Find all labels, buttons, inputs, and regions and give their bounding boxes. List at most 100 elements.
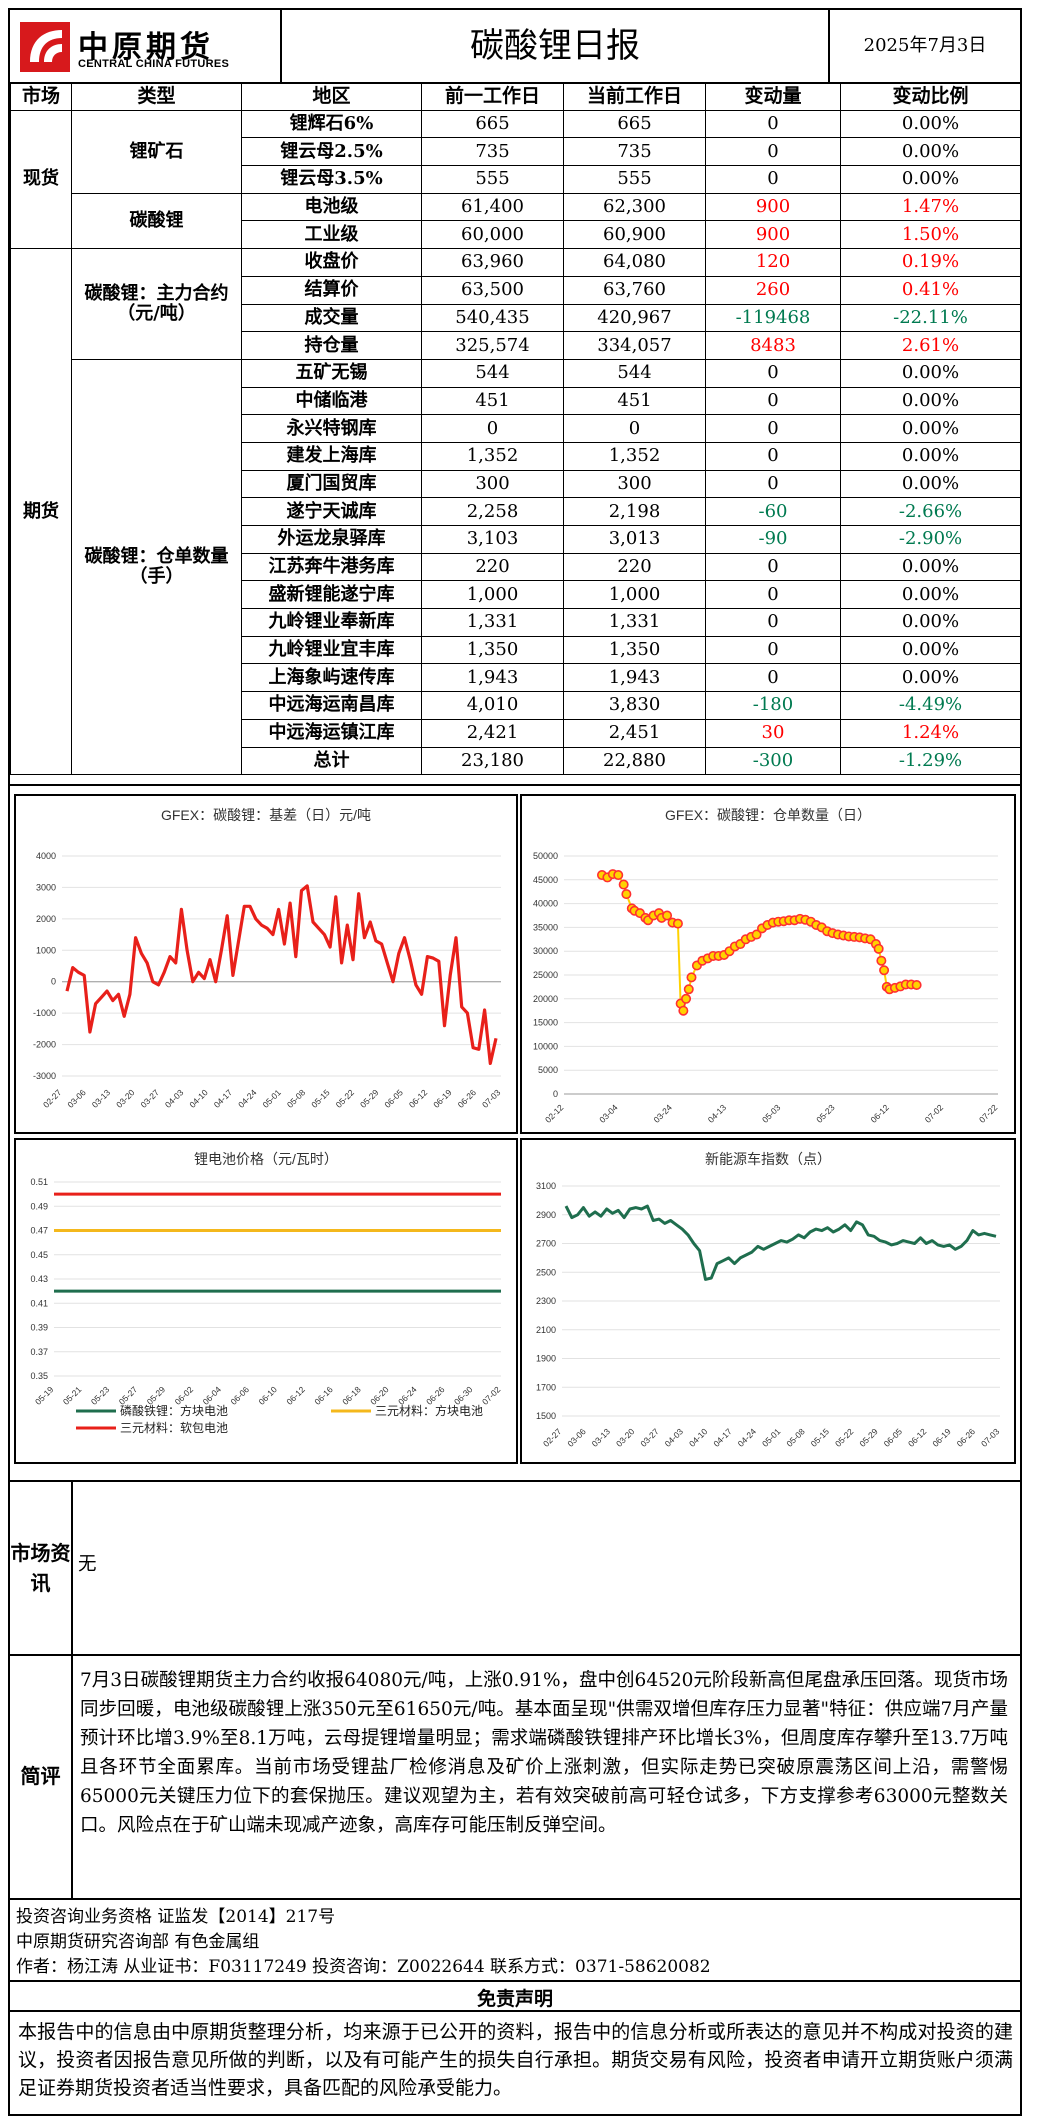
change-pct-cell: 0.00%: [840, 552, 1021, 582]
legend-label: 三元材料：软包电池: [120, 1421, 228, 1435]
data-point: [876, 955, 887, 966]
divider: [10, 2010, 1020, 2012]
column-header: 变动量: [705, 82, 841, 111]
change-pct-cell: 0.00%: [840, 414, 1021, 443]
chart-title: 新能源车指数（点）: [705, 1151, 831, 1167]
data-point: [879, 965, 890, 976]
x-tick-label: 02-27: [541, 1426, 564, 1449]
x-tick-label: 06-19: [431, 1087, 454, 1110]
change-pct-cell: 0.00%: [840, 608, 1021, 637]
change-pct-cell: -2.90%: [840, 525, 1021, 554]
y-tick-label: 0: [51, 977, 56, 987]
basis-chart: GFEX：碳酸锂：基差（日）元/吨 4000 3000 2000 1000 0 -1000 -…: [14, 794, 518, 1134]
change-cell: 900: [705, 192, 841, 222]
table-row: 中远海运镇江库 2,421 2,451 30 1.24%: [11, 718, 1021, 748]
cur-value-cell: 544: [563, 358, 706, 388]
qualification-line: 投资咨询业务资格 证监发【2014】217号: [16, 1907, 336, 1927]
x-tick-label: 03-27: [638, 1426, 661, 1449]
table-row: 碳酸锂：仓单数量（手） 五矿无锡 544 544 0 0.00%: [11, 358, 1021, 776]
prev-value-cell: 451: [421, 386, 564, 416]
area-cell: 外运龙泉驿库: [241, 525, 422, 554]
report-title: 碳酸锂日报: [280, 10, 830, 82]
x-tick-label: 06-10: [256, 1384, 279, 1407]
y-tick-label: 3000: [36, 882, 56, 892]
x-tick-label: 04-10: [687, 1426, 710, 1449]
change-pct-cell: 0.19%: [840, 248, 1021, 277]
y-tick-label: 1900: [536, 1354, 556, 1364]
table-row: 中储临港 451 451 0 0.00%: [11, 386, 1021, 416]
column-header: 当前工作日: [563, 82, 706, 111]
x-tick-label: 05-29: [358, 1087, 381, 1110]
table-row: 九岭锂业奉新库 1,331 1,331 0 0.00%: [11, 608, 1021, 637]
change-pct-cell: 0.00%: [840, 386, 1021, 416]
cur-value-cell: 735: [563, 137, 706, 167]
change-cell: -60: [705, 497, 841, 526]
change-pct-cell: 0.00%: [840, 109, 1021, 139]
table-row: 总计 23,180 22,880 -300 -1.29%: [11, 746, 1021, 776]
x-tick-label: 05-01: [760, 1426, 783, 1449]
area-cell: 工业级: [241, 220, 422, 250]
legend-label: 磷酸铁锂：方块电池: [120, 1403, 228, 1418]
data-point: [686, 972, 697, 983]
info-text: 无: [78, 1554, 97, 1575]
prev-value-cell: 2,421: [421, 718, 564, 748]
y-tick-label: -3000: [33, 1071, 56, 1081]
department-line: 中原期货研究咨询部 有色金属组: [16, 1932, 260, 1952]
price-table: 市场 类型 地区 前一工作日 当前工作日 变动量 变动比例 现货 锂矿石 锂辉石6% 665 665 0…: [10, 82, 1021, 776]
y-tick-label: 50000: [533, 851, 558, 861]
x-tick-label: 02-12: [543, 1102, 566, 1125]
area-cell: 九岭锂业奉新库: [241, 608, 422, 637]
table-row: 期货 碳酸锂：主力合约（元/吨） 收盘价 63,960 64,080 120 0.19%: [10, 248, 1021, 776]
area-cell: 结算价: [241, 275, 422, 305]
x-tick-label: 03-06: [565, 1426, 588, 1449]
x-tick-label: 06-05: [382, 1087, 405, 1110]
y-tick-label: 0: [553, 1089, 558, 1099]
prev-value-cell: 1,350: [421, 635, 564, 665]
x-tick-label: 02-27: [41, 1087, 64, 1110]
change-pct-cell: 1.47%: [840, 192, 1021, 222]
data-point: [681, 993, 692, 1004]
y-tick-label: 10000: [533, 1041, 558, 1051]
prev-value-cell: 1,352: [421, 441, 564, 471]
change-pct-cell: 0.00%: [840, 635, 1021, 665]
y-tick-label: 45000: [533, 875, 558, 885]
y-tick-label: 2700: [536, 1239, 556, 1249]
x-tick-label: 06-06: [229, 1384, 252, 1407]
y-tick-label: 20000: [533, 994, 558, 1004]
x-tick-label: 04-10: [187, 1087, 210, 1110]
cur-value-cell: 451: [563, 386, 706, 416]
change-pct-cell: -1.29%: [840, 746, 1021, 776]
author-line: 作者：杨江涛 从业证书：F03117249 投资咨询：Z0022644 联系方式…: [16, 1957, 711, 1977]
x-tick-label: 03-24: [651, 1102, 674, 1125]
x-tick-label: 07-03: [979, 1426, 1002, 1449]
y-tick-label: 0.39: [30, 1323, 48, 1333]
x-tick-label: 04-03: [663, 1426, 686, 1449]
type-cell-warrant: 碳酸锂：仓单数量（手）: [71, 358, 242, 776]
warrant-chart: GFEX：碳酸锂：仓单数量（日） 50000 45000 40000 35000 3000…: [520, 794, 1016, 1134]
area-cell: 锂云母2.5%: [241, 137, 422, 167]
x-tick-label: 05-21: [61, 1384, 84, 1407]
area-cell: 九岭锂业宜丰库: [241, 635, 422, 665]
prev-value-cell: 60,000: [421, 220, 564, 250]
table-row: 成交量 540,435 420,967 -119468 -22.11%: [11, 303, 1021, 333]
change-cell: -90: [705, 525, 841, 554]
market-cell-futures: 期货: [10, 248, 72, 776]
column-header: 前一工作日: [421, 82, 564, 111]
area-cell: 永兴特钢库: [241, 414, 422, 443]
area-cell: 厦门国贸库: [241, 469, 422, 499]
x-tick-label: 04-24: [736, 1426, 759, 1449]
prev-value-cell: 555: [421, 165, 564, 194]
change-cell: 30: [705, 718, 841, 748]
nev-series-line: [564, 1204, 997, 1281]
x-tick-label: 05-23: [89, 1384, 112, 1407]
x-tick-label: 06-12: [906, 1426, 929, 1449]
change-cell: 900: [705, 220, 841, 250]
x-tick-label: 03-20: [614, 1426, 637, 1449]
legend-label: 三元材料：方块电池: [375, 1403, 483, 1418]
cur-value-cell: 220: [563, 552, 706, 582]
data-point: [678, 1005, 689, 1016]
cur-value-cell: 22,880: [563, 746, 706, 776]
y-tick-label: 35000: [533, 922, 558, 932]
y-tick-label: 0.37: [30, 1347, 48, 1357]
change-cell: -300: [705, 746, 841, 776]
